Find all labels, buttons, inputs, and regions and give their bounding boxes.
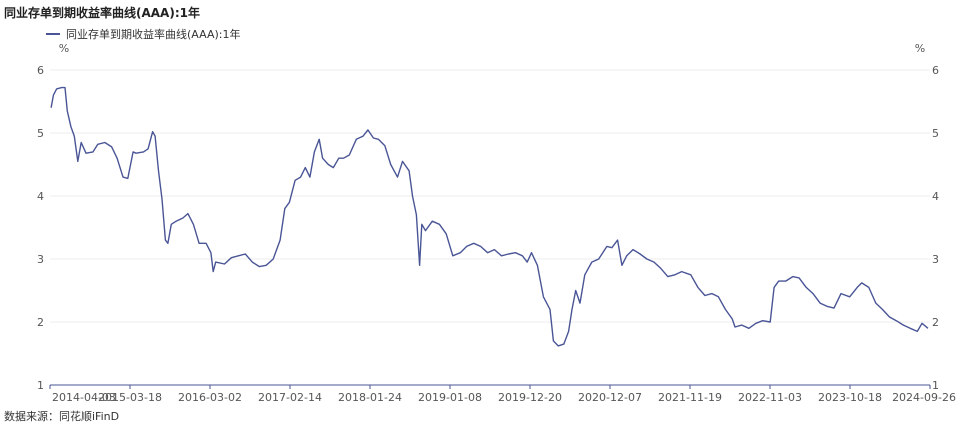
y-tick-label-left: 2 <box>37 316 44 329</box>
x-tick-label: 2015-03-18 <box>98 391 162 404</box>
source-note: 数据来源：同花顺iFinD <box>4 410 120 423</box>
series-line <box>50 86 929 347</box>
y-unit-left: % <box>59 42 69 55</box>
x-tick-label: 2019-12-20 <box>498 391 562 404</box>
y-tick-label-right: 2 <box>932 316 939 329</box>
legend-swatch <box>46 33 60 35</box>
y-tick-label-right: 4 <box>932 190 939 203</box>
x-tick-label: 2016-03-02 <box>178 391 242 404</box>
y-tick-label-right: 5 <box>932 127 939 140</box>
series-group <box>50 86 929 347</box>
x-tick-label: 2019-01-08 <box>418 391 482 404</box>
y-tick-label-left: 5 <box>37 127 44 140</box>
y-tick-label-right: 3 <box>932 253 939 266</box>
x-tick-label: 2023-10-18 <box>818 391 882 404</box>
y-tick-label-left: 1 <box>37 379 44 392</box>
x-tick-label: 2022-11-03 <box>738 391 802 404</box>
y-tick-label-left: 6 <box>37 64 44 77</box>
x-tick-label: 2024-09-26 <box>892 391 956 404</box>
x-tick-label: 2021-11-19 <box>658 391 722 404</box>
y-tick-label-left: 3 <box>37 253 44 266</box>
legend-label: 同业存单到期收益率曲线(AAA):1年 <box>66 28 241 41</box>
chart-title: 同业存单到期收益率曲线(AAA):1年 <box>4 6 200 20</box>
y-tick-label-left: 4 <box>37 190 44 203</box>
y-axis-left: 1 2 3 4 5 6 <box>37 64 44 392</box>
gridlines <box>50 69 930 323</box>
x-tick-label: 2018-01-24 <box>338 391 402 404</box>
y-tick-label-right: 1 <box>932 379 939 392</box>
y-axis-right: 1 2 3 4 5 6 <box>932 64 939 392</box>
x-tick-label: 2020-12-07 <box>578 391 642 404</box>
y-unit-right: % <box>915 42 925 55</box>
legend: 同业存单到期收益率曲线(AAA):1年 <box>46 26 240 42</box>
x-tick-label: 2017-02-14 <box>258 391 322 404</box>
x-tick-label: 2014-04-03 <box>52 391 116 404</box>
y-tick-label-right: 6 <box>932 64 939 77</box>
